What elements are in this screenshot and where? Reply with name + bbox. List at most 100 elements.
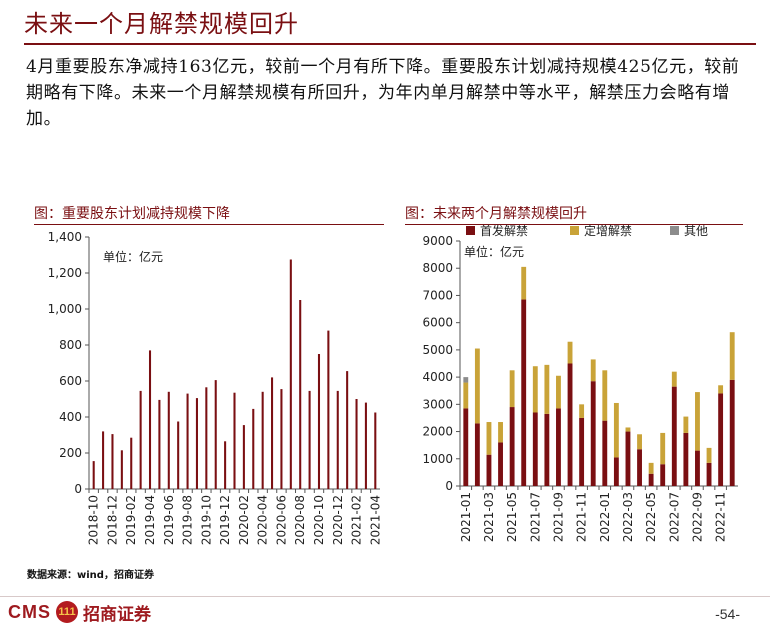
chart1-bar-2019-02 bbox=[130, 437, 133, 489]
chart1-x-tick-label: 2019-06 bbox=[162, 495, 176, 545]
chart1-y-tick-label: 1,400 bbox=[48, 230, 82, 244]
chart2-x-tick-label: 2021-01 bbox=[459, 492, 473, 542]
chart2-bar-2021-08-首发解禁 bbox=[544, 413, 550, 486]
chart1-bar-2019-04 bbox=[148, 350, 152, 489]
logo-cms-text: CMS bbox=[8, 601, 51, 622]
chart2-bar-2022-12-定增解禁 bbox=[729, 332, 735, 380]
chart1-x-tick-label: 2021-02 bbox=[350, 495, 364, 545]
chart1-bar-2020-05 bbox=[271, 377, 274, 489]
chart1-x-tick-label: 2019-10 bbox=[199, 495, 213, 545]
footer-divider bbox=[0, 596, 770, 597]
chart2-legend-swatch bbox=[570, 226, 579, 235]
chart2-y-tick-label: 8000 bbox=[422, 261, 453, 275]
data-source-note: 数据来源：wind，招商证券 bbox=[27, 570, 154, 581]
chart1-bar-2021-02 bbox=[355, 399, 358, 489]
chart2-bar-2021-11-定增解禁 bbox=[579, 404, 585, 418]
chart2-x-tick-label: 2022-05 bbox=[644, 492, 658, 542]
chart2-bar-2022-10-首发解禁 bbox=[706, 462, 712, 486]
chart2-bar-2021-01-其他 bbox=[463, 377, 469, 383]
title-divider bbox=[24, 43, 756, 45]
chart2-bar-2021-03-首发解禁 bbox=[486, 454, 492, 486]
chart1-y-tick-label: 400 bbox=[59, 410, 82, 424]
chart2-bar-2021-10-定增解禁 bbox=[567, 341, 573, 364]
chart2-x-tick-label: 2021-03 bbox=[482, 492, 496, 542]
chart1-x-tick-label: 2019-08 bbox=[181, 495, 195, 545]
chart2-bar-2022-03-定增解禁 bbox=[625, 427, 631, 432]
chart1-x-tick-label: 2020-06 bbox=[274, 495, 288, 545]
chart2-bar-2021-05-定增解禁 bbox=[509, 370, 515, 408]
chart1-bar-2019-05 bbox=[158, 399, 161, 489]
chart1-bar-2021-01 bbox=[346, 371, 349, 489]
chart2-legend-swatch bbox=[670, 226, 679, 235]
logo-mark-icon: 111 bbox=[56, 601, 78, 623]
chart2-bar-2021-03-定增解禁 bbox=[486, 422, 492, 455]
chart1-x-tick-label: 2020-02 bbox=[237, 495, 251, 545]
chart2-bar-2021-06-首发解禁 bbox=[521, 299, 527, 486]
chart1-bar-2018-12 bbox=[111, 434, 114, 489]
chart1-x-tick-label: 2020-08 bbox=[293, 495, 307, 545]
chart2-legend-label: 其他 bbox=[684, 224, 708, 238]
chart2-bar-2021-07-定增解禁 bbox=[532, 366, 538, 413]
chart2-x-tick-label: 2021-07 bbox=[528, 492, 542, 542]
chart2-bar-2021-06-定增解禁 bbox=[521, 266, 527, 300]
page-number: -54- bbox=[715, 606, 740, 622]
chart1-bar-2021-04 bbox=[374, 412, 377, 489]
chart2-bar-2022-09-定增解禁 bbox=[695, 392, 700, 451]
chart2-bar-2021-02-首发解禁 bbox=[474, 423, 480, 486]
chart1-bar-2019-11 bbox=[214, 380, 217, 489]
chart2-y-tick-label: 5000 bbox=[422, 343, 453, 357]
chart1-x-tick-label: 2020-10 bbox=[312, 495, 326, 545]
chart2-x-tick-label: 2021-11 bbox=[575, 492, 589, 542]
chart2-y-tick-label: 2000 bbox=[422, 425, 453, 439]
chart2-bar-2021-02-定增解禁 bbox=[474, 348, 480, 424]
chart1-x-tick-label: 2018-12 bbox=[105, 495, 119, 545]
chart1-bar-2020-04 bbox=[261, 391, 264, 489]
chart1-x-tick-label: 2018-10 bbox=[87, 495, 101, 545]
chart2-bar-2021-04-首发解禁 bbox=[498, 442, 503, 486]
chart2-bar-2022-07-首发解禁 bbox=[671, 386, 677, 486]
chart1-y-tick-label: 800 bbox=[59, 338, 82, 352]
chart1-title-divider bbox=[34, 224, 384, 225]
chart2-bar-2022-06-首发解禁 bbox=[660, 464, 666, 486]
chart2-bar-2021-08-定增解禁 bbox=[544, 364, 550, 414]
chart2-bar-2022-10-定增解禁 bbox=[706, 447, 712, 463]
chart1-x-tick-label: 2020-04 bbox=[256, 495, 270, 545]
chart1-y-tick-label: 200 bbox=[59, 446, 82, 460]
chart2-bar-2021-09-定增解禁 bbox=[556, 375, 561, 409]
chart2-bar-2022-11-定增解禁 bbox=[718, 385, 724, 394]
chart1-unit-label: 单位：亿元 bbox=[103, 249, 163, 264]
chart2-bar-2022-12-首发解禁 bbox=[729, 379, 735, 486]
chart1-bar-2018-10 bbox=[92, 461, 95, 489]
chart2-bar-2021-11-首发解禁 bbox=[579, 417, 585, 486]
chart2-title: 图：未来两个月解禁规模回升 bbox=[405, 206, 587, 222]
chart2-bar-2021-07-首发解禁 bbox=[532, 412, 538, 486]
chart2-bar-2021-01-定增解禁 bbox=[463, 382, 469, 409]
chart1-bar-2018-11 bbox=[102, 431, 105, 489]
chart2-unit-label: 单位：亿元 bbox=[464, 244, 524, 259]
chart2-bar-2022-08-定增解禁 bbox=[683, 416, 689, 433]
chart1-x-tick-label: 2019-04 bbox=[143, 495, 157, 545]
chart2-bar-2022-09-首发解禁 bbox=[695, 450, 700, 486]
chart2-y-tick-label: 1000 bbox=[422, 452, 453, 466]
chart1-bar-2020-01 bbox=[233, 392, 236, 489]
chart1-bar-2020-07 bbox=[289, 259, 292, 489]
chart2-y-tick-label: 3000 bbox=[422, 397, 453, 411]
chart1-x-tick-label: 2020-12 bbox=[331, 495, 345, 545]
chart1-bar-2019-09 bbox=[195, 398, 198, 489]
chart2-bar-2022-03-首发解禁 bbox=[625, 431, 631, 486]
chart1-y-tick-label: 600 bbox=[59, 374, 82, 388]
chart1-bar-2019-07 bbox=[177, 421, 180, 489]
logo-company-name: 招商证券 bbox=[83, 604, 151, 625]
chart2-bar-2021-12-首发解禁 bbox=[590, 381, 596, 486]
chart2-bar-2022-01-定增解禁 bbox=[602, 370, 608, 421]
chart2-y-tick-label: 7000 bbox=[422, 288, 453, 302]
chart2-bar-2021-10-首发解禁 bbox=[567, 363, 573, 486]
chart1-bar-2019-08 bbox=[186, 393, 189, 489]
chart1-bar-2020-08 bbox=[299, 300, 302, 489]
chart1-bar-2020-12 bbox=[336, 390, 339, 489]
chart1-bar-2020-06 bbox=[280, 389, 283, 489]
brand-logo: CMS 111 招商证券 bbox=[8, 600, 151, 625]
chart2-bar-2021-01-首发解禁 bbox=[463, 408, 469, 486]
chart2-bar-2022-08-首发解禁 bbox=[683, 432, 689, 486]
